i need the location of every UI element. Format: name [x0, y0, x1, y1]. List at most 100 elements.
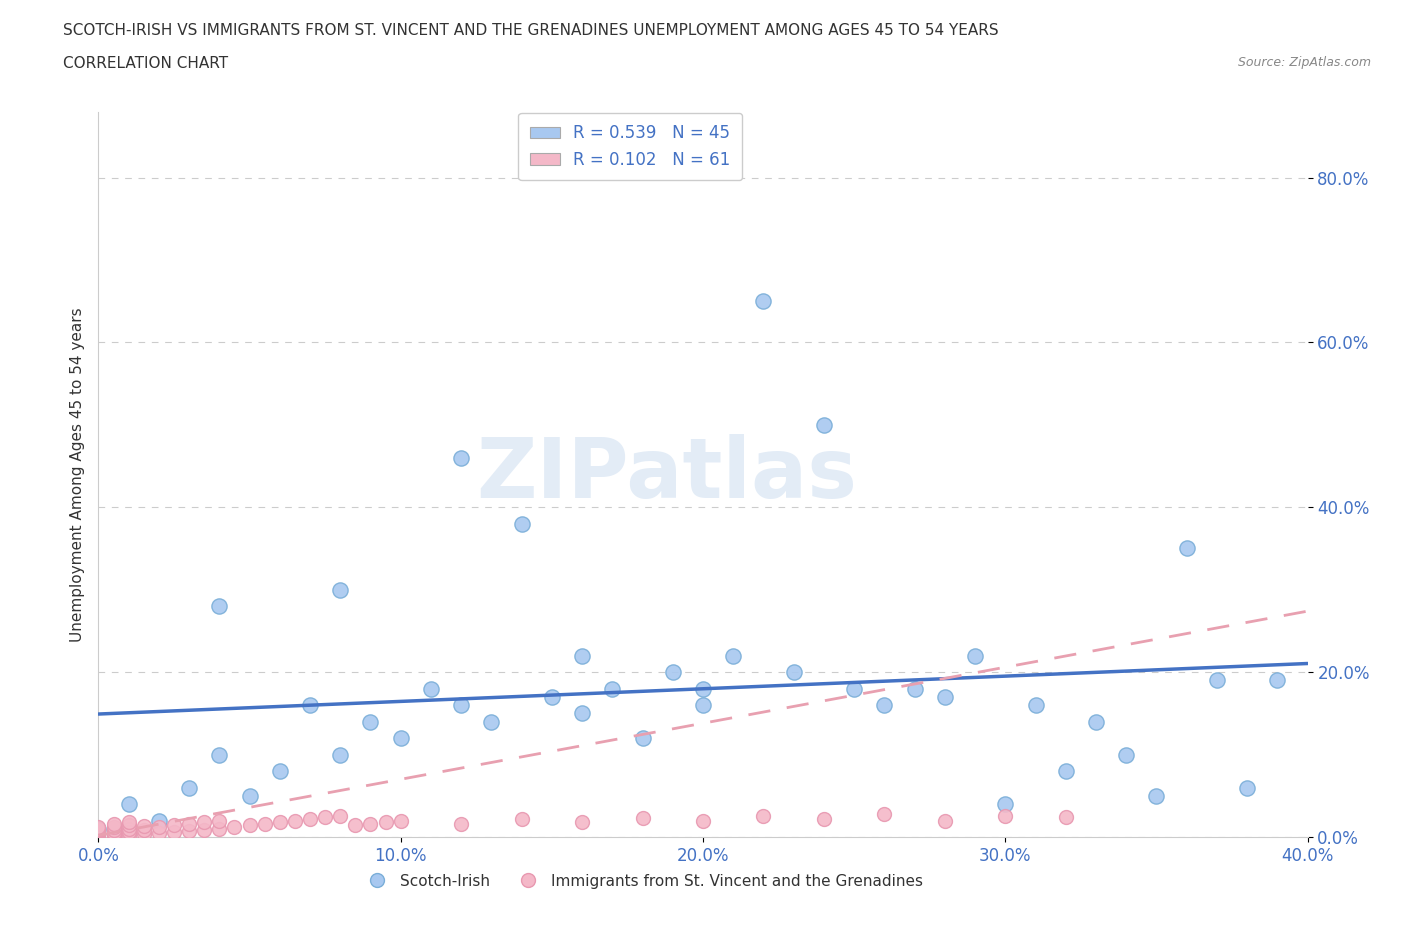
Point [631, 731, 654, 746]
Text: CORRELATION CHART: CORRELATION CHART [63, 56, 228, 71]
Point [510, 516, 533, 531]
Point [752, 294, 775, 309]
Point [1206, 673, 1229, 688]
Point [965, 648, 987, 663]
Point [510, 811, 533, 827]
Point [1054, 764, 1077, 778]
Point [389, 731, 412, 746]
Point [1115, 747, 1137, 762]
Point [1175, 541, 1198, 556]
Point [87, 821, 110, 836]
Point [631, 811, 654, 826]
Point [208, 813, 231, 828]
Point [148, 819, 170, 834]
Point [87, 821, 110, 836]
Point [450, 698, 472, 712]
Point [103, 828, 125, 843]
Point [934, 689, 956, 704]
Point [87, 819, 110, 834]
Point [87, 824, 110, 839]
Point [179, 817, 201, 831]
Point [1085, 714, 1108, 729]
Point [813, 418, 835, 432]
Point [87, 827, 110, 842]
Point [179, 780, 201, 795]
Point [329, 808, 352, 823]
Point [193, 823, 215, 838]
Point [329, 582, 352, 597]
Point [873, 806, 896, 821]
Point [374, 815, 396, 830]
Point [118, 797, 141, 812]
Point [571, 648, 593, 663]
Point [723, 648, 745, 663]
Point [103, 823, 125, 838]
Point [692, 681, 714, 696]
Point [103, 825, 125, 840]
Point [1144, 789, 1167, 804]
Point [179, 824, 201, 839]
Point [193, 815, 215, 830]
Point [314, 810, 336, 825]
Point [450, 817, 472, 831]
Y-axis label: Unemployment Among Ages 45 to 54 years: Unemployment Among Ages 45 to 54 years [69, 307, 84, 642]
Point [132, 826, 155, 841]
Point [1236, 780, 1258, 795]
Point [813, 811, 835, 827]
Point [118, 818, 141, 833]
Point [103, 826, 125, 841]
Point [208, 747, 231, 762]
Point [1024, 698, 1046, 712]
Point [118, 815, 141, 830]
Point [103, 826, 125, 841]
Point [118, 827, 141, 842]
Point [1267, 673, 1289, 688]
Point [103, 821, 125, 836]
Point [994, 797, 1017, 812]
Point [873, 698, 896, 712]
Point [87, 826, 110, 841]
Text: ZIPatlas: ZIPatlas [477, 433, 858, 515]
Point [132, 818, 155, 833]
Point [571, 706, 593, 721]
Point [148, 813, 170, 828]
Point [389, 813, 412, 828]
Point [103, 827, 125, 842]
Point [269, 764, 291, 778]
Point [661, 665, 683, 680]
Point [148, 826, 170, 841]
Point [87, 828, 110, 843]
Point [103, 817, 125, 831]
Point [481, 714, 503, 729]
Point [692, 813, 714, 828]
Point [329, 747, 352, 762]
Point [284, 813, 307, 828]
Point [844, 681, 866, 696]
Point [344, 818, 367, 833]
Point [360, 714, 382, 729]
Point [118, 821, 141, 836]
Point [253, 817, 276, 831]
Point [420, 681, 443, 696]
Point [87, 823, 110, 838]
Point [994, 809, 1017, 824]
Point [934, 813, 956, 828]
Point [87, 825, 110, 840]
Point [752, 809, 775, 824]
Point [87, 826, 110, 841]
Point [360, 817, 382, 831]
Point [299, 698, 322, 712]
Point [540, 689, 562, 704]
Point [132, 823, 155, 838]
Point [118, 825, 141, 840]
Point [103, 823, 125, 838]
Point [450, 450, 472, 465]
Point [224, 819, 246, 834]
Point [208, 821, 231, 836]
Point [163, 825, 186, 840]
Point [208, 599, 231, 614]
Point [692, 698, 714, 712]
Point [239, 818, 262, 833]
Point [602, 681, 624, 696]
Legend: Scotch-Irish, Immigrants from St. Vincent and the Grenadines: Scotch-Irish, Immigrants from St. Vincen… [356, 868, 929, 895]
